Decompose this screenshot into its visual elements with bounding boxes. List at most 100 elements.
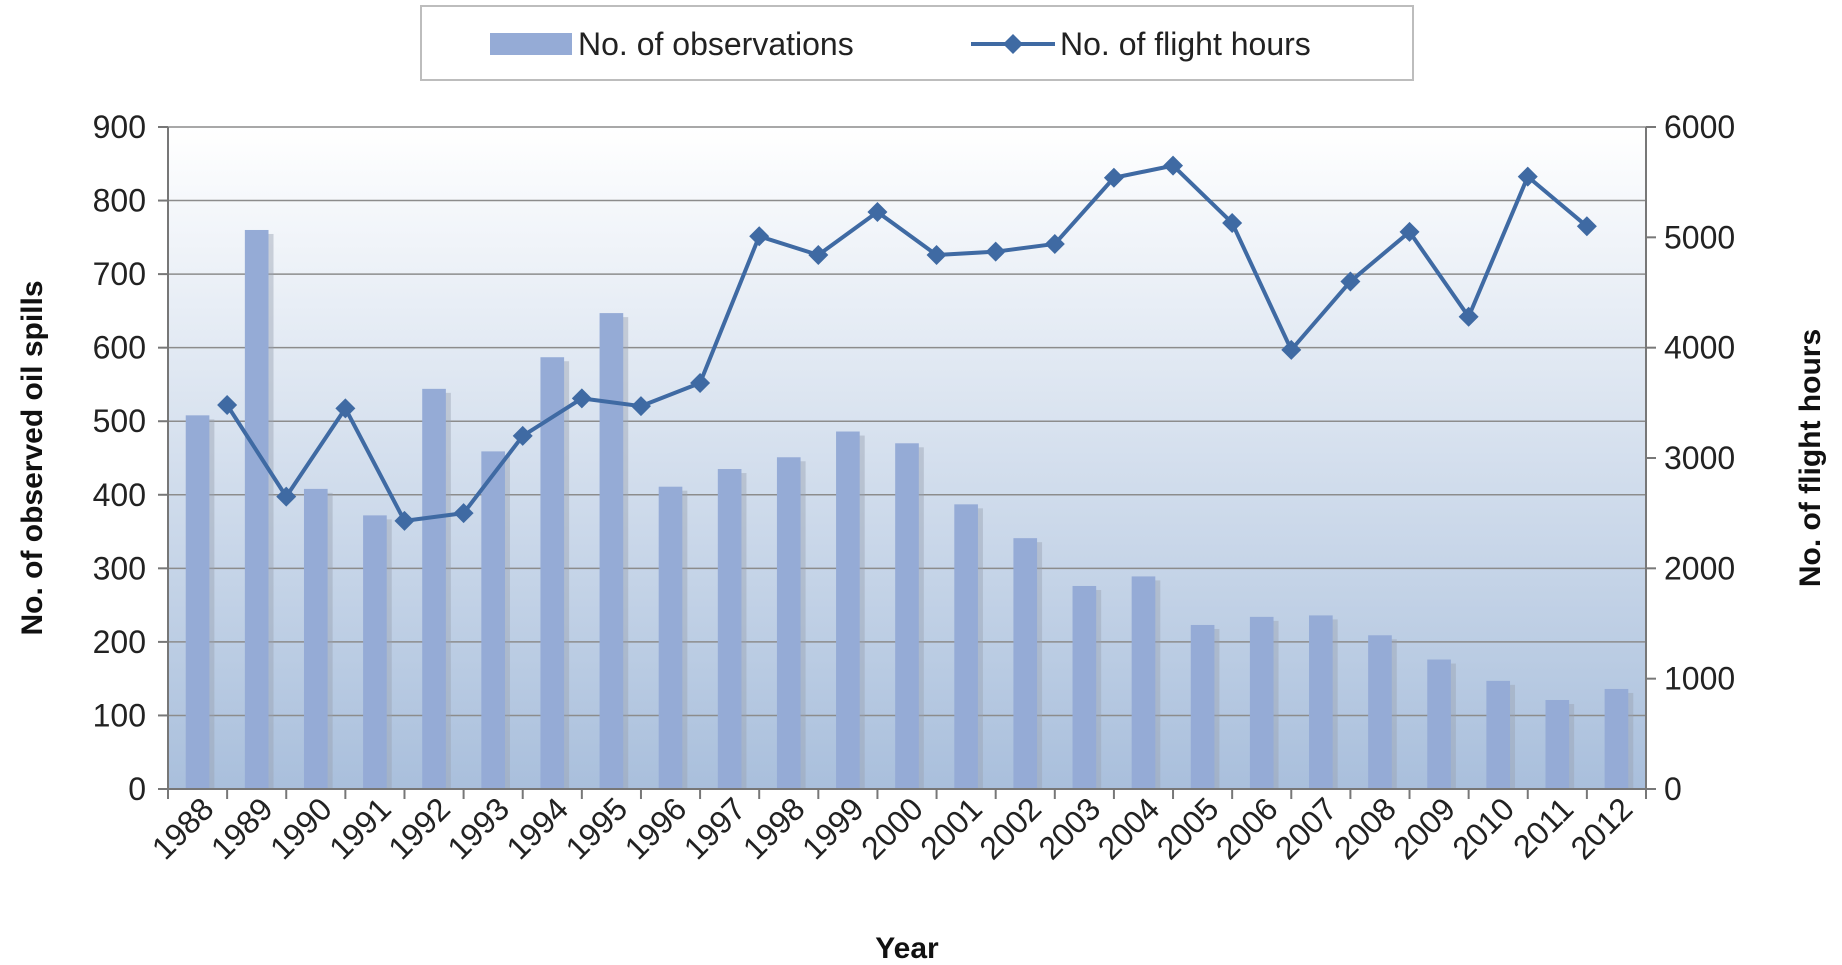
x-tick-label: 2008 — [1327, 790, 1403, 866]
x-tick-label: 1994 — [499, 790, 575, 866]
y-tick-label-right: 6000 — [1664, 109, 1735, 145]
legend-bar-swatch — [490, 33, 572, 55]
x-tick-label: 1996 — [618, 790, 694, 866]
diamond-marker — [630, 396, 651, 417]
bar — [244, 229, 269, 789]
legend: No. of observations No. of flight hours — [420, 5, 1414, 81]
legend-label-observations: No. of observations — [578, 26, 854, 62]
bar-series — [185, 229, 1634, 789]
diamond-marker — [1517, 166, 1538, 187]
diamond-marker — [926, 244, 947, 265]
legend-box — [420, 5, 1414, 81]
bar — [540, 357, 565, 789]
y-tick-label-left: 500 — [93, 403, 146, 439]
diamond-marker — [1399, 221, 1420, 242]
diamond-marker — [1458, 306, 1479, 327]
diamond-marker — [571, 388, 592, 409]
x-tick-label: 2010 — [1445, 790, 1521, 866]
bar — [1486, 680, 1511, 789]
y-tick-label-right: 3000 — [1664, 440, 1735, 476]
diamond-marker — [1222, 212, 1243, 233]
line-series — [217, 155, 1597, 531]
diamond-marker — [808, 244, 829, 265]
bar — [1309, 615, 1333, 789]
y-tick-label-right: 0 — [1664, 771, 1682, 807]
x-tick-label: 2003 — [1032, 790, 1108, 866]
diamond-marker — [394, 510, 415, 531]
y-tick-label-left: 900 — [93, 109, 146, 145]
y-tick-label-right: 2000 — [1664, 550, 1735, 586]
diamond-marker — [1163, 155, 1184, 176]
x-tick-label: 1988 — [145, 790, 221, 866]
y-tick-label-left: 600 — [93, 330, 146, 366]
diamond-marker — [1281, 339, 1302, 360]
diamond-marker — [867, 201, 888, 222]
x-tick-label: 2011 — [1506, 790, 1580, 864]
x-tick-label: 1991 — [322, 790, 398, 866]
legend-diamond-marker — [1003, 34, 1023, 54]
bar — [658, 486, 683, 789]
x-tick-label: 2006 — [1209, 790, 1285, 866]
bar — [1131, 576, 1156, 789]
diamond-marker — [1340, 271, 1361, 292]
diamond-marker — [335, 398, 356, 419]
bar — [1545, 699, 1570, 789]
bar — [836, 431, 860, 789]
diamond-marker — [512, 425, 533, 446]
y-tick-label-left: 400 — [93, 477, 146, 513]
x-tick-label: 1999 — [795, 790, 871, 866]
diamond-marker — [1576, 216, 1597, 237]
diamond-marker — [1044, 233, 1065, 254]
bar — [1013, 538, 1038, 789]
bar — [481, 451, 505, 789]
diamond-marker — [690, 372, 711, 393]
y-axis-title-right: No. of flight hours — [1794, 329, 1827, 587]
legend-label-flight-hours: No. of flight hours — [1060, 26, 1311, 62]
bar — [1190, 624, 1215, 789]
y-tick-label-right: 1000 — [1664, 661, 1735, 697]
y-tick-label-right: 4000 — [1664, 330, 1735, 366]
x-tick-label: 1995 — [559, 790, 635, 866]
x-tick-label: 2001 — [913, 790, 989, 866]
x-tick-label: 1992 — [381, 790, 457, 866]
bar — [717, 469, 742, 789]
x-tick-label: 1998 — [736, 790, 812, 866]
bar — [185, 415, 210, 789]
x-tick-label: 2009 — [1386, 790, 1462, 866]
y-tick-label-left: 200 — [93, 624, 146, 660]
bar — [1427, 659, 1451, 789]
x-tick-label: 1990 — [263, 790, 339, 866]
x-tick-label: 2012 — [1564, 790, 1640, 866]
y-tick-label-left: 700 — [93, 256, 146, 292]
bar — [1072, 585, 1097, 789]
diamond-marker — [453, 503, 474, 524]
x-tick-label: 2004 — [1091, 790, 1167, 866]
bar — [1249, 616, 1274, 789]
x-tick-label: 2007 — [1268, 790, 1344, 866]
diamond-marker — [1103, 167, 1124, 188]
diamond-marker — [217, 395, 238, 416]
bar — [954, 504, 978, 789]
x-tick-label: 1997 — [677, 790, 753, 866]
diamond-marker — [985, 241, 1006, 262]
x-tick-label: 2000 — [854, 790, 930, 866]
y-tick-label-left: 300 — [93, 550, 146, 586]
x-tick-label: 1993 — [440, 790, 516, 866]
bar — [895, 443, 919, 789]
flight-hours-line — [225, 163, 1589, 523]
y-tick-label-left: 800 — [93, 183, 146, 219]
bar — [776, 457, 801, 789]
bar — [422, 388, 446, 789]
axes — [158, 126, 1656, 799]
y-axis-title-left: No. of observed oil spills — [16, 280, 49, 635]
y-tick-label-left: 100 — [93, 697, 146, 733]
bar — [1368, 635, 1392, 789]
x-tick-label: 2005 — [1150, 790, 1226, 866]
diamond-marker — [749, 226, 770, 247]
y-tick-label-left: 0 — [128, 771, 146, 807]
y-tick-label-right: 5000 — [1664, 219, 1735, 255]
x-tick-label: 2002 — [972, 790, 1048, 866]
bar — [599, 313, 624, 789]
bar — [303, 488, 328, 789]
